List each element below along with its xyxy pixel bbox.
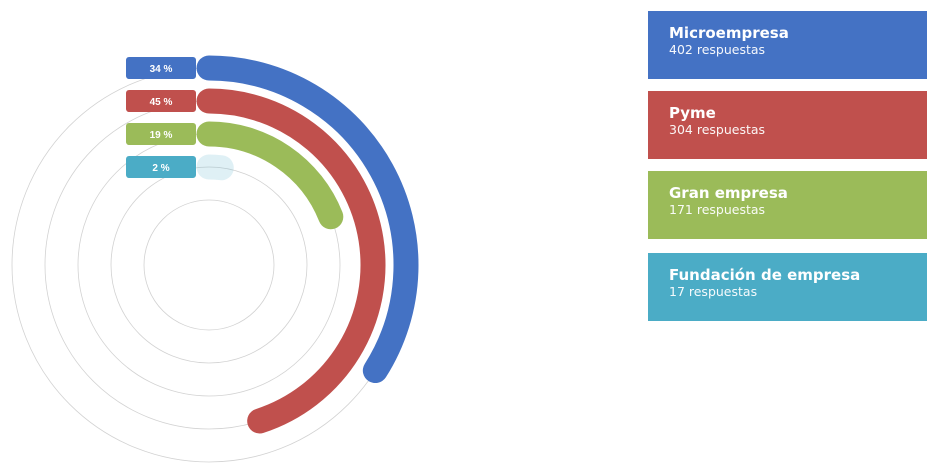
value-label: 2 % [126,156,196,178]
value-label: 19 % [126,123,196,145]
legend-item-gran-empresa: Gran empresa 171 respuestas [648,171,927,239]
legend-series-count: 304 respuestas [669,122,766,137]
arc-fundaci-n-de-empresa [196,154,234,181]
value-label-text: 34 % [150,64,173,75]
legend-series-count: 402 respuestas [669,42,766,57]
value-label-text: 45 % [150,97,173,108]
legend-series-name: Fundación de empresa [669,266,861,284]
grid-ring [110,166,308,364]
legend-series-name: Pyme [669,104,716,122]
legend-series-count: 171 respuestas [669,202,766,217]
grid-ring [143,199,275,331]
value-label: 45 % [126,90,196,112]
arc-microempresa [196,55,419,384]
value-label: 34 % [126,57,196,79]
chart-value-labels: 34 % 45 % 19 % 2 % [126,57,196,178]
legend-series-count: 17 respuestas [669,284,758,299]
legend-item-fundacion-de-empresa: Fundación de empresa 17 respuestas [648,253,927,321]
legend-item-pyme: Pyme 304 respuestas [648,91,927,159]
value-label-box [126,123,196,145]
arc-gran-empresa [196,121,344,230]
legend-item-microempresa: Microempresa 402 respuestas [648,11,927,79]
value-label-text: 2 % [152,163,169,174]
radial-bar-chart: 34 % 45 % 19 % 2 % [11,55,419,463]
legend-series-name: Gran empresa [669,184,788,202]
value-label-box [126,156,196,178]
chart-arcs [196,55,419,434]
legend-series-name: Microempresa [669,24,789,42]
value-label-text: 19 % [150,130,173,141]
value-label-box [126,90,196,112]
value-label-box [126,57,196,79]
arc-pyme [196,88,386,434]
